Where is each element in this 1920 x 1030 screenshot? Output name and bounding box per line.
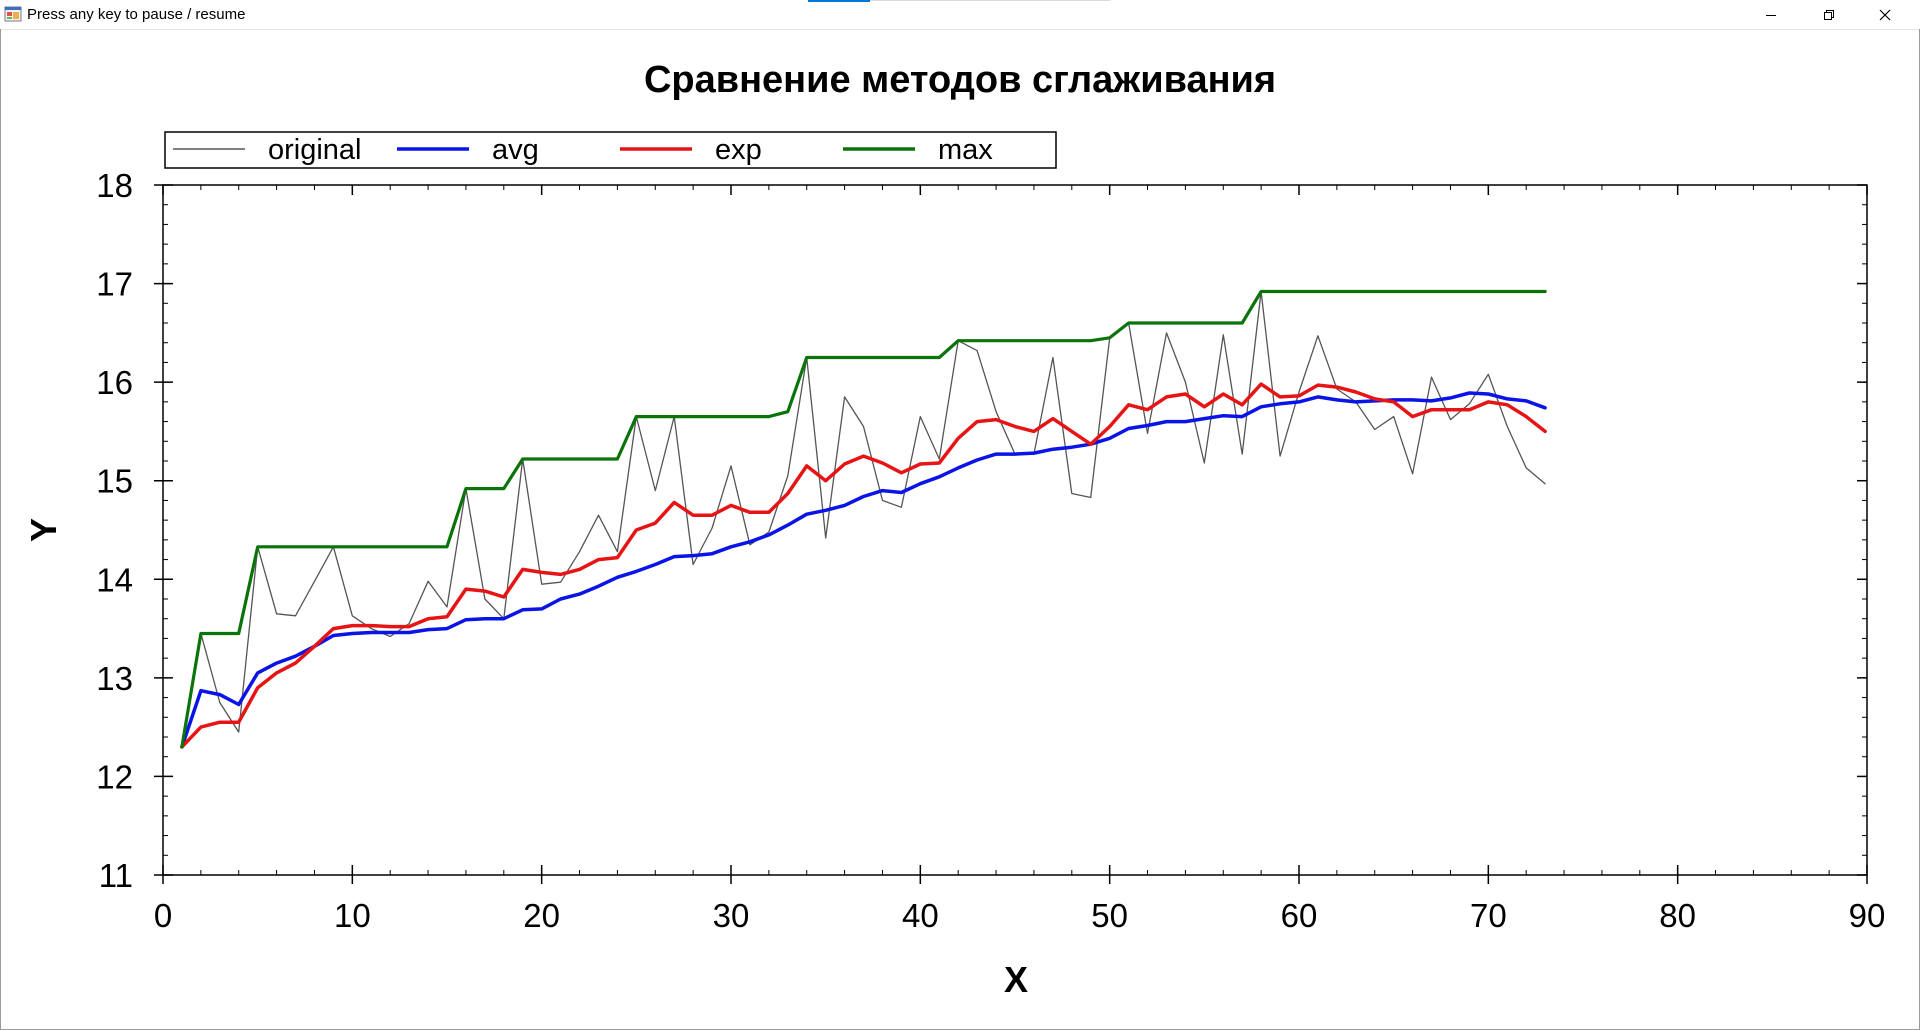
y-tick-label: 17 [96,266,133,303]
window-border [0,29,1,1030]
minimize-icon [1766,14,1776,16]
y-tick-label: 18 [96,167,133,204]
window-title: Press any key to pause / resume [27,6,246,23]
series-group [180,289,1547,749]
y-axis-label: Y [23,518,64,542]
legend-label-original: original [268,134,362,166]
x-tick-label: 0 [154,897,172,934]
plot-frame [162,184,1868,876]
chart-window-client [0,30,1920,1030]
app-window-icon [4,6,22,22]
x-tick-label: 20 [523,897,560,934]
series-line-max [180,289,1547,749]
y-tick-label: 15 [96,463,133,500]
y-tick-label: 16 [96,364,133,401]
restore-icon [1824,9,1834,20]
legend-label-exp: exp [715,134,762,166]
y-tick-label: 13 [96,660,133,697]
close-icon [1879,9,1891,20]
x-tick-label: 30 [713,897,750,934]
x-tick-label: 60 [1281,897,1318,934]
minimize-button[interactable] [1748,0,1794,29]
y-tick-label: 12 [96,758,133,795]
chart-title: Сравнение методов сглаживания [644,59,1276,101]
x-tick-label: 80 [1659,897,1696,934]
series-line-original [181,290,1546,748]
x-tick-label: 40 [902,897,939,934]
y-tick-label: 14 [96,561,133,598]
titlebar-divider [870,0,1110,1]
legend-label-avg: avg [492,134,539,166]
x-tick-label: 10 [334,897,371,934]
titlebar-accent [808,0,870,2]
window-titlebar: Press any key to pause / resume [0,0,1920,30]
legend-label-max: max [938,134,993,166]
series-line-avg [180,391,1547,749]
x-tick-label: 90 [1849,897,1886,934]
legend: original avg exp max [164,131,1057,169]
x-axis-label: X [1004,959,1028,1000]
series-line-exp [180,382,1547,749]
x-tick-label: 50 [1091,897,1128,934]
restore-button[interactable] [1806,0,1852,29]
close-button[interactable] [1862,0,1908,29]
y-tick-label: 11 [99,857,133,894]
axes: 0 10 20 30 40 50 60 70 80 90 11 12 13 14 15 16 17 18 [96,167,1885,934]
x-tick-label: 70 [1470,897,1507,934]
